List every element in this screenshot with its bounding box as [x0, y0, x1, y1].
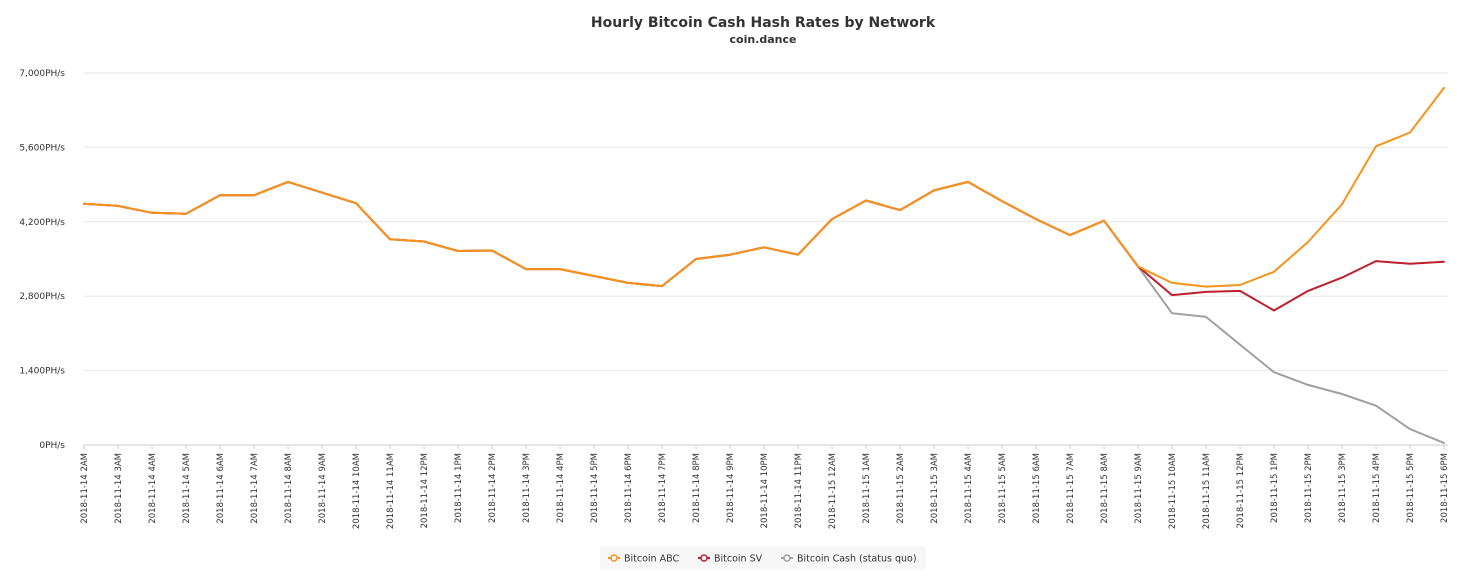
- x-tick-label: 2018-11-15 8AM: [1100, 453, 1110, 524]
- series-lines: [83, 86, 1445, 444]
- series-line-2[interactable]: [83, 180, 1445, 444]
- chart-subtitle: coin.dance: [730, 33, 797, 46]
- x-tick-label: 2018-11-14 5PM: [590, 453, 600, 523]
- y-tick-label: 5,600PH/s: [19, 143, 65, 153]
- x-tick-label: 2018-11-14 5AM: [182, 453, 192, 524]
- x-tick-label: 2018-11-14 11AM: [386, 453, 396, 529]
- x-tick-label: 2018-11-14 10PM: [760, 453, 770, 528]
- y-tick-label: 0PH/s: [39, 441, 65, 451]
- legend: Bitcoin ABC Bitcoin SV Bitcoin Cash (statu…: [600, 546, 926, 570]
- x-tick-label: 2018-11-14 12PM: [420, 453, 430, 528]
- x-tick-label: 2018-11-15 4PM: [1372, 453, 1382, 523]
- x-tick-label: 2018-11-14 1PM: [454, 453, 464, 523]
- x-tick-label: 2018-11-14 11PM: [794, 453, 804, 528]
- x-tick-label: 2018-11-14 6AM: [216, 453, 226, 524]
- x-tick-label: 2018-11-15 2AM: [896, 453, 906, 524]
- y-tick-label: 1,400PH/s: [19, 367, 65, 377]
- x-tick-label: 2018-11-14 2AM: [80, 453, 90, 524]
- x-tick-label: 2018-11-14 6PM: [624, 453, 634, 523]
- legend-label[interactable]: Bitcoin SV: [714, 554, 763, 565]
- legend-background: [600, 546, 926, 570]
- x-tick-label: 2018-11-15 6PM: [1440, 453, 1450, 523]
- y-axis-ticks: 0PH/s 1,400PH/s 2,800PH/s 4,200PH/s 5,600PH/…: [19, 69, 65, 451]
- legend-swatch-marker: [610, 554, 618, 562]
- x-tick-label: 2018-11-15 1PM: [1270, 453, 1280, 523]
- legend-label[interactable]: Bitcoin ABC: [624, 554, 679, 565]
- x-tick-label: 2018-11-14 9PM: [726, 453, 736, 523]
- series-line-0[interactable]: [83, 86, 1445, 288]
- y-tick-label: 4,200PH/s: [19, 218, 65, 228]
- x-tick-label: 2018-11-14 10AM: [352, 453, 362, 529]
- y-tick-label: 2,800PH/s: [19, 292, 65, 302]
- x-tick-label: 2018-11-15 12AM: [828, 453, 838, 529]
- x-tick-label: 2018-11-15 1AM: [862, 453, 872, 524]
- legend-swatch-marker: [783, 554, 791, 562]
- x-tick-label: 2018-11-14 8PM: [692, 453, 702, 523]
- x-tick-label: 2018-11-15 10AM: [1168, 453, 1178, 529]
- x-tick-label: 2018-11-15 6AM: [1032, 453, 1042, 524]
- x-tick-label: 2018-11-14 7PM: [658, 453, 668, 523]
- x-tick-label: 2018-11-15 9AM: [1134, 453, 1144, 524]
- x-tick-label: 2018-11-14 8AM: [284, 453, 294, 524]
- x-tick-label: 2018-11-15 3PM: [1338, 453, 1348, 523]
- chart-title: Hourly Bitcoin Cash Hash Rates by Networ…: [591, 15, 936, 31]
- x-axis-ticks: 2018-11-14 2AM 2018-11-14 3AM 2018-11-14 4…: [80, 445, 1450, 529]
- x-tick-label: 2018-11-14 3AM: [114, 453, 124, 524]
- x-tick-label: 2018-11-14 4PM: [556, 453, 566, 523]
- x-tick-label: 2018-11-14 3PM: [522, 453, 532, 523]
- x-tick-label: 2018-11-15 7AM: [1066, 453, 1076, 524]
- x-tick-label: 2018-11-15 4AM: [964, 453, 974, 524]
- x-tick-label: 2018-11-14 4AM: [148, 453, 158, 524]
- x-tick-label: 2018-11-15 12PM: [1236, 453, 1246, 528]
- legend-swatch-marker: [700, 554, 708, 562]
- grid-lines: [84, 72, 1448, 446]
- series-line-1[interactable]: [83, 180, 1445, 312]
- legend-label[interactable]: Bitcoin Cash (status quo): [797, 554, 917, 565]
- x-tick-label: 2018-11-15 2PM: [1304, 453, 1314, 523]
- y-tick-label: 7,000PH/s: [19, 69, 65, 79]
- x-tick-label: 2018-11-15 5AM: [998, 453, 1008, 524]
- x-tick-label: 2018-11-15 3AM: [930, 453, 940, 524]
- x-tick-label: 2018-11-15 5PM: [1406, 453, 1416, 523]
- x-tick-label: 2018-11-14 9AM: [318, 453, 328, 524]
- x-tick-label: 2018-11-14 7AM: [250, 453, 260, 524]
- x-tick-label: 2018-11-14 2PM: [488, 453, 498, 523]
- x-tick-label: 2018-11-15 11AM: [1202, 453, 1212, 529]
